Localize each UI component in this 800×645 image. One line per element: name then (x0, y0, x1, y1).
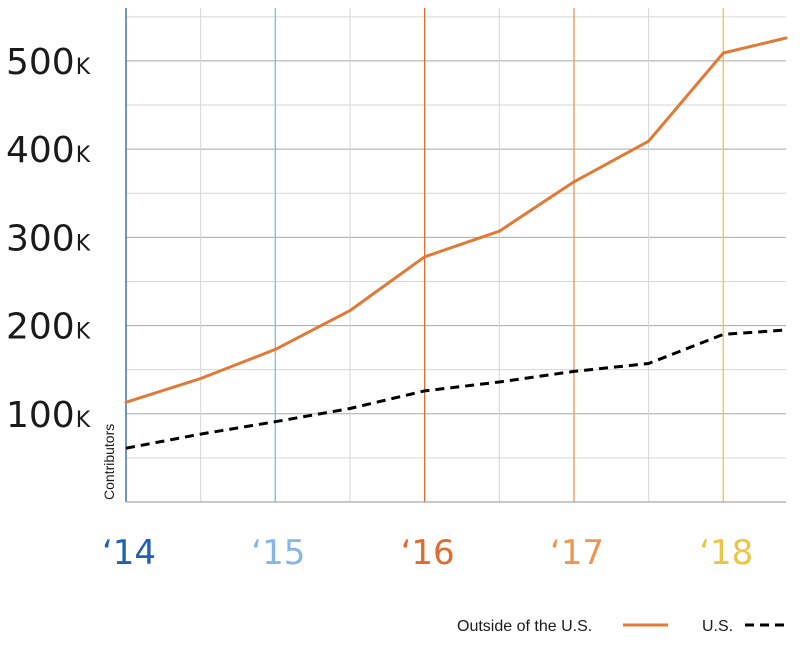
legend-label-outside-us: Outside of the U.S. (457, 618, 592, 635)
y-tick-unit: K (76, 320, 91, 345)
legend-label-us: U.S. (702, 618, 733, 635)
x-tick-label: ‘15 (251, 533, 305, 573)
y-tick-label: 200K (6, 307, 91, 348)
y-tick-label: 100K (6, 395, 91, 436)
y-tick-unit: K (76, 55, 91, 80)
y-tick-unit: K (76, 143, 91, 168)
series-outside-us-line (124, 36, 788, 404)
x-tick-label: ‘17 (550, 533, 604, 573)
y-tick-label: 500K (6, 42, 91, 83)
y-tick-unit: K (76, 231, 91, 256)
x-tick-label: ‘16 (401, 533, 455, 573)
series-us-line (125, 328, 787, 450)
x-tick-label: ‘14 (102, 533, 156, 573)
x-tick-label: ‘18 (699, 533, 753, 573)
grid-layer (125, 8, 786, 503)
y-tick-labels: 100K 200K 300K 400K 500K (6, 42, 91, 436)
y-tick-unit: K (76, 408, 91, 433)
legend: Outside of the U.S. U.S. (457, 618, 790, 635)
x-tick-labels: ‘14 ‘15 ‘16 ‘17 ‘18 (102, 533, 753, 573)
series-layer (124, 36, 788, 450)
y-tick-label: 400K (6, 130, 91, 171)
y-tick-label: 300K (6, 218, 91, 259)
y-axis-label: Contributors (101, 424, 117, 500)
